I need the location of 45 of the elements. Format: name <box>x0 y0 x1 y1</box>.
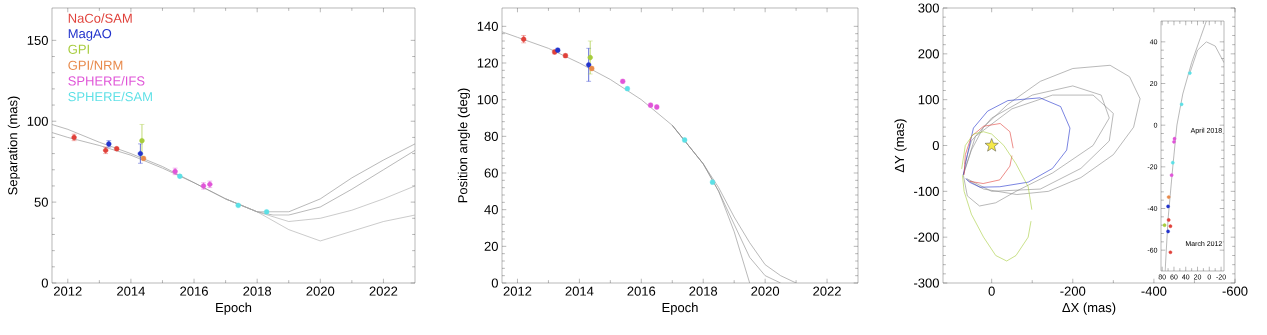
y-axis-title: ΔY (mas) <box>894 119 907 173</box>
x-tick-label: 2016 <box>180 286 208 296</box>
y-axis-title: Position angle (deg) <box>457 88 470 203</box>
text: SPHERE/SAM <box>68 91 152 102</box>
text: SPHERE/IFS <box>68 76 145 86</box>
text: GPI <box>68 44 89 54</box>
x-tick-label: 2018 <box>689 286 718 296</box>
x-tick-label: 0 <box>988 286 995 296</box>
x-tick-label: 2020 <box>306 286 335 296</box>
x-tick-label: -200 <box>1060 286 1086 296</box>
x-tick-label: 2018 <box>243 286 272 296</box>
x-tick-label: 2014 <box>117 286 145 296</box>
y-tick-label: 40 <box>484 205 498 215</box>
y-tick-label: -200 <box>914 232 939 242</box>
x-tick-label: -600 <box>1222 286 1248 296</box>
y-tick-label: 200 <box>918 49 939 59</box>
y-tick-label: 60 <box>484 168 498 178</box>
y-tick-label: 120 <box>477 58 498 68</box>
x-axis-title: ΔX (mas) <box>1062 302 1116 315</box>
x-axis-title: Epoch <box>216 302 252 315</box>
y-tick-label: -100 <box>914 186 939 196</box>
y-tick-label: 140 <box>477 21 498 31</box>
text: NaCo/SAM <box>68 13 132 23</box>
y-tick-label: 100 <box>27 116 48 126</box>
x-tick-label: 2022 <box>813 286 841 296</box>
x-tick-label: 2012 <box>53 286 82 296</box>
y-tick-label: 100 <box>477 95 498 105</box>
x-tick-label: -400 <box>1141 286 1167 296</box>
x-tick-label: 2022 <box>369 286 398 296</box>
y-tick-label: 20 <box>484 241 498 251</box>
y-tick-label: 300 <box>918 3 939 13</box>
x-tick-label: 2014 <box>565 286 594 296</box>
x-tick-label: 2020 <box>751 286 780 296</box>
x-tick-label: 2012 <box>503 286 532 296</box>
y-tick-label: 0 <box>932 140 939 151</box>
y-tick-label: 50 <box>34 197 48 207</box>
y-tick-label: 150 <box>27 35 48 45</box>
y-tick-label: 100 <box>918 95 939 105</box>
text: MagAO <box>68 29 112 41</box>
y-tick-label: -300 <box>914 278 939 288</box>
x-axis-title: Epoch <box>662 302 698 315</box>
y-axis-title: Separation (mas) <box>7 96 20 195</box>
y-tick-label: 80 <box>484 131 498 141</box>
text: GPI/NRM <box>68 60 123 70</box>
x-tick-label: 2016 <box>627 286 656 296</box>
